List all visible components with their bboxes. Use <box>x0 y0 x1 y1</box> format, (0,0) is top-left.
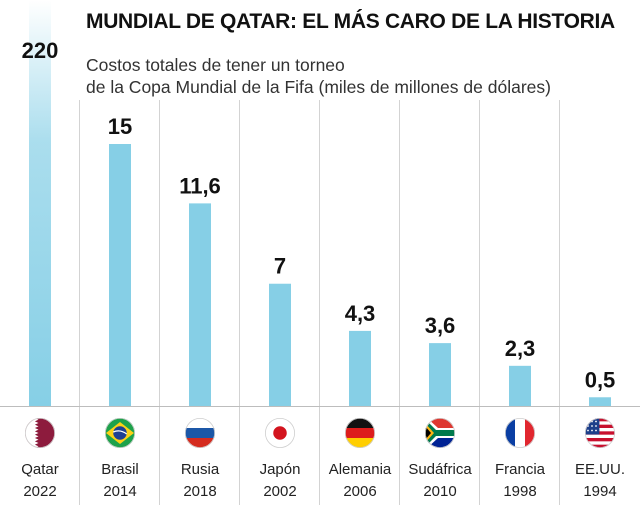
data-label: 4,3 <box>345 301 376 326</box>
category-label-year: 2018 <box>183 483 216 500</box>
data-label: 2,3 <box>505 336 536 361</box>
subtitle-line-1: Costos totales de tener un torneo <box>86 55 345 75</box>
category-label-country: Japón <box>260 461 301 478</box>
germany-flag-icon <box>344 417 375 448</box>
category-label-year: 2022 <box>23 483 56 500</box>
category-label-year: 1998 <box>503 483 536 500</box>
category-label-country: EE.UU. <box>575 461 625 478</box>
bar-rusia <box>189 203 211 406</box>
category-label-country: Rusia <box>181 461 220 478</box>
bar-eeuu <box>589 397 611 406</box>
category-label-country: Francia <box>495 461 546 478</box>
category-label-country: Alemania <box>329 461 392 478</box>
category-label-year: 2002 <box>263 483 296 500</box>
japan-flag-icon <box>264 417 295 448</box>
category-label-year: 1994 <box>583 483 616 500</box>
category-label-country: Sudáfrica <box>408 461 472 478</box>
chart-title: MUNDIAL DE QATAR: EL MÁS CARO DE LA HIST… <box>86 10 615 33</box>
data-label: 220 <box>22 38 59 63</box>
data-label: 0,5 <box>585 367 616 392</box>
data-label: 11,6 <box>179 173 221 198</box>
qatar-flag-icon <box>24 417 56 448</box>
bar-qatar <box>29 0 51 406</box>
bar-alemania <box>349 330 371 406</box>
usa-flag-icon <box>585 417 616 448</box>
category-label-year: 2014 <box>103 483 136 500</box>
brazil-flag-icon <box>105 417 136 448</box>
data-label: 7 <box>274 254 286 279</box>
data-label: 3,6 <box>425 313 456 338</box>
bar-francia <box>509 365 531 406</box>
russia-flag-icon <box>184 417 215 448</box>
category-label-year: 2010 <box>423 483 456 500</box>
category-label-country: Qatar <box>21 461 59 478</box>
south-africa-flag-icon <box>424 417 455 448</box>
category-label-year: 2006 <box>343 483 376 500</box>
france-flag-icon <box>504 417 535 448</box>
subtitle-line-2: de la Copa Mundial de la Fifa (miles de … <box>86 77 551 97</box>
category-label-country: Brasil <box>101 461 139 478</box>
bar-brasil <box>109 144 131 406</box>
bar-japn <box>269 283 291 406</box>
chart-subtitle: Costos totales de tener un torneo de la … <box>86 54 626 98</box>
data-label: 15 <box>108 114 132 139</box>
bar-sudfrica <box>429 343 451 406</box>
